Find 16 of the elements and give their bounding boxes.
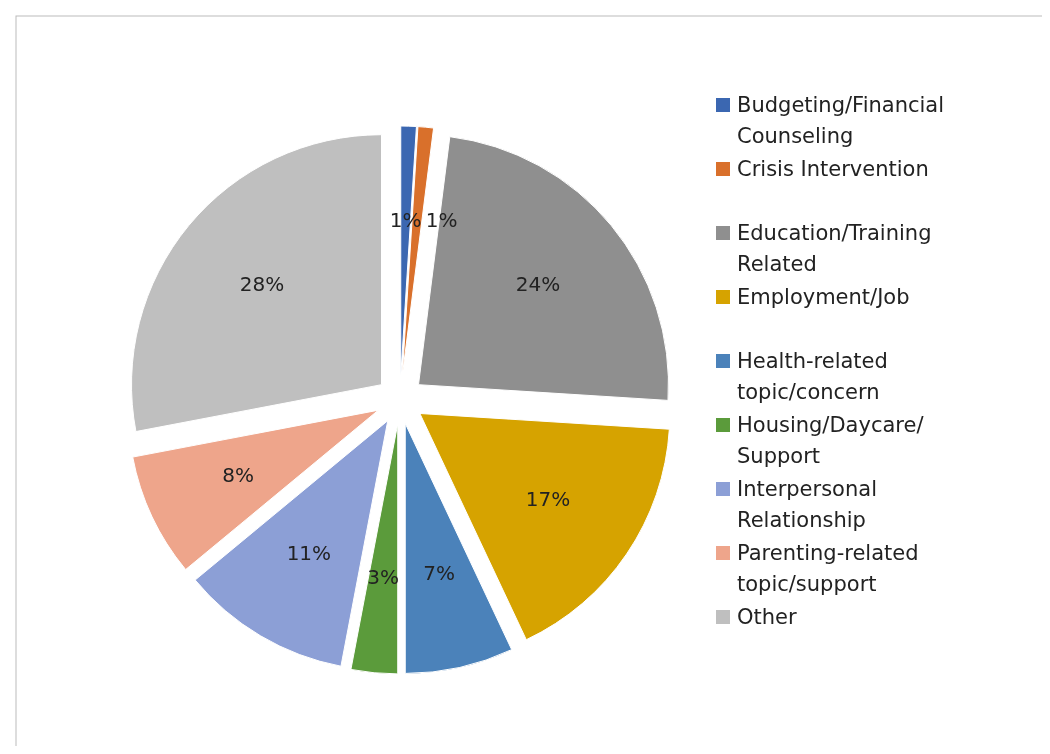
data-label: 11%	[286, 540, 332, 565]
data-label: 1%	[389, 207, 422, 232]
legend-label: Budgeting/Financial Counseling	[737, 93, 945, 148]
legend-label: Housing/Daycare/ Support	[737, 413, 925, 468]
legend-label: Crisis Intervention	[737, 157, 929, 181]
legend-label: Health-related topic/concern	[737, 349, 888, 404]
data-label: 17%	[525, 487, 571, 512]
data-label: 28%	[239, 272, 285, 297]
data-label: 7%	[423, 561, 455, 586]
legend-label: Parenting-related topic/support	[737, 541, 919, 596]
data-label: 8%	[222, 462, 254, 487]
legend-label: Interpersonal Relationship	[737, 477, 877, 532]
data-label: 24%	[515, 272, 561, 297]
legend-label: Employment/Job	[737, 285, 910, 309]
legend-label: Education/Training Related	[737, 221, 932, 276]
legend-label: Other	[737, 605, 797, 629]
